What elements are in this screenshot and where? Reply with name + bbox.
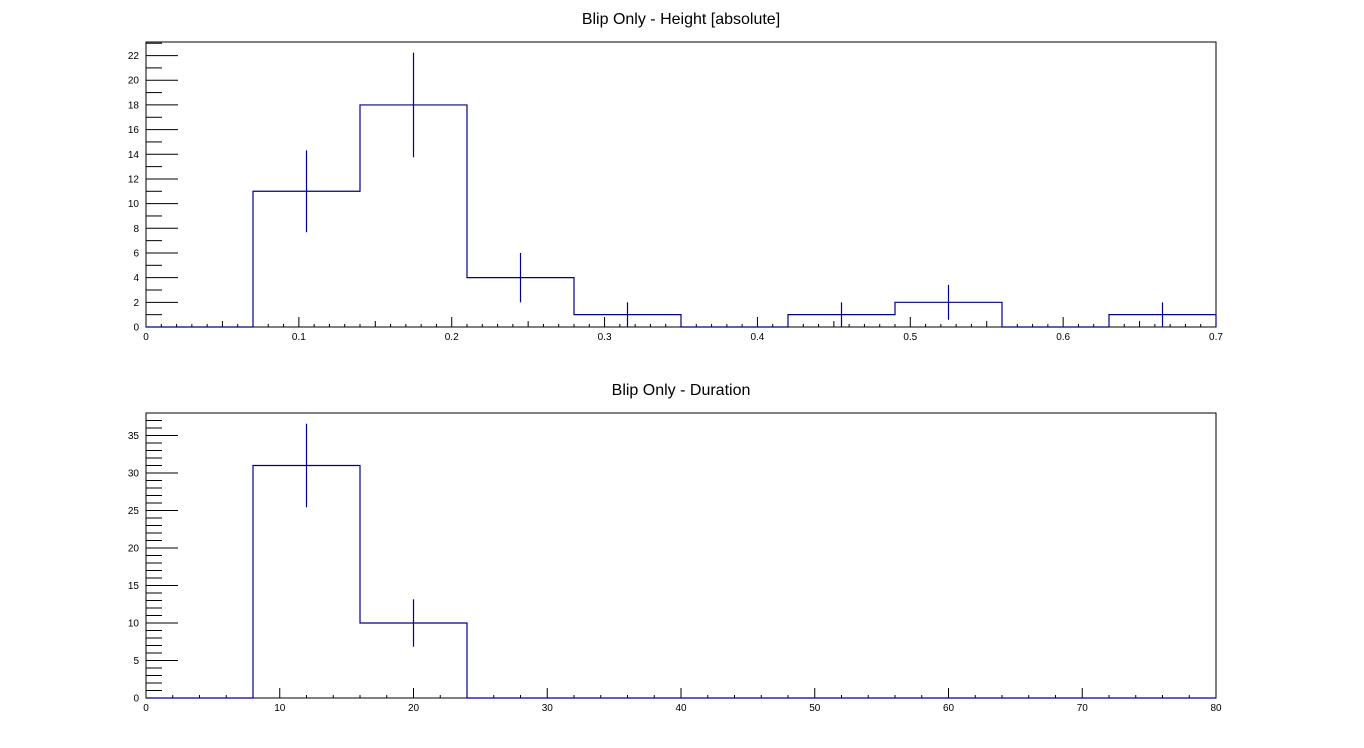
y-tick-label: 30 — [128, 469, 140, 480]
x-tick-label: 50 — [809, 703, 821, 714]
y-tick-label: 16 — [128, 125, 140, 136]
x-tick-label: 0.6 — [1056, 332, 1070, 343]
y-tick-label: 10 — [128, 199, 140, 210]
y-tick-label: 12 — [128, 174, 140, 185]
chart-title-height: Blip Only - Height [absolute] — [582, 11, 780, 28]
x-tick-label: 0.1 — [292, 332, 306, 343]
panel-height: Blip Only - Height [absolute] 0 0.1 0.2 0.3… — [128, 11, 1224, 343]
y-tick-label: 2 — [133, 298, 139, 309]
x-tick-label: 60 — [943, 703, 955, 714]
x-tick-label: 0.7 — [1209, 332, 1223, 343]
x-tick-label: 0.2 — [445, 332, 459, 343]
y-tick-label: 10 — [128, 619, 140, 630]
y-tick-label: 4 — [133, 273, 139, 284]
y-tick-label: 25 — [128, 506, 140, 517]
x-tick-label: 0 — [143, 703, 149, 714]
y-tick-label: 6 — [133, 248, 139, 259]
y-tick-label: 22 — [128, 51, 140, 62]
y-tick-label: 20 — [128, 544, 140, 555]
y-tick-label: 8 — [133, 224, 139, 235]
x-tick-label: 70 — [1077, 703, 1089, 714]
x-tick-label: 0.3 — [598, 332, 612, 343]
y-tick-label: 18 — [128, 100, 140, 111]
x-tick-label: 80 — [1210, 703, 1222, 714]
x-tick-label: 30 — [542, 703, 554, 714]
y-tick-label: 15 — [128, 581, 140, 592]
x-tick-label: 10 — [274, 703, 286, 714]
x-tick-label: 0.4 — [750, 332, 764, 343]
chart-title-duration: Blip Only - Duration — [612, 382, 751, 399]
x-tick-label: 0.5 — [903, 332, 917, 343]
y-tick-label: 0 — [133, 694, 139, 705]
x-tick-label: 40 — [675, 703, 687, 714]
histogram-outline-height — [146, 104, 1217, 328]
panel-duration: Blip Only - Duration 0 10 20 30 40 50 60 70 80 0 5… — [128, 382, 1222, 714]
y-tick-label: 14 — [128, 150, 140, 161]
y-tick-label: 20 — [128, 76, 140, 87]
x-tick-label: 20 — [408, 703, 420, 714]
y-tick-label: 5 — [133, 656, 139, 667]
y-tick-label: 0 — [133, 323, 139, 334]
x-tick-label: 0 — [143, 332, 149, 343]
y-tick-label: 35 — [128, 431, 140, 442]
histogram-outline-duration — [146, 464, 1216, 699]
